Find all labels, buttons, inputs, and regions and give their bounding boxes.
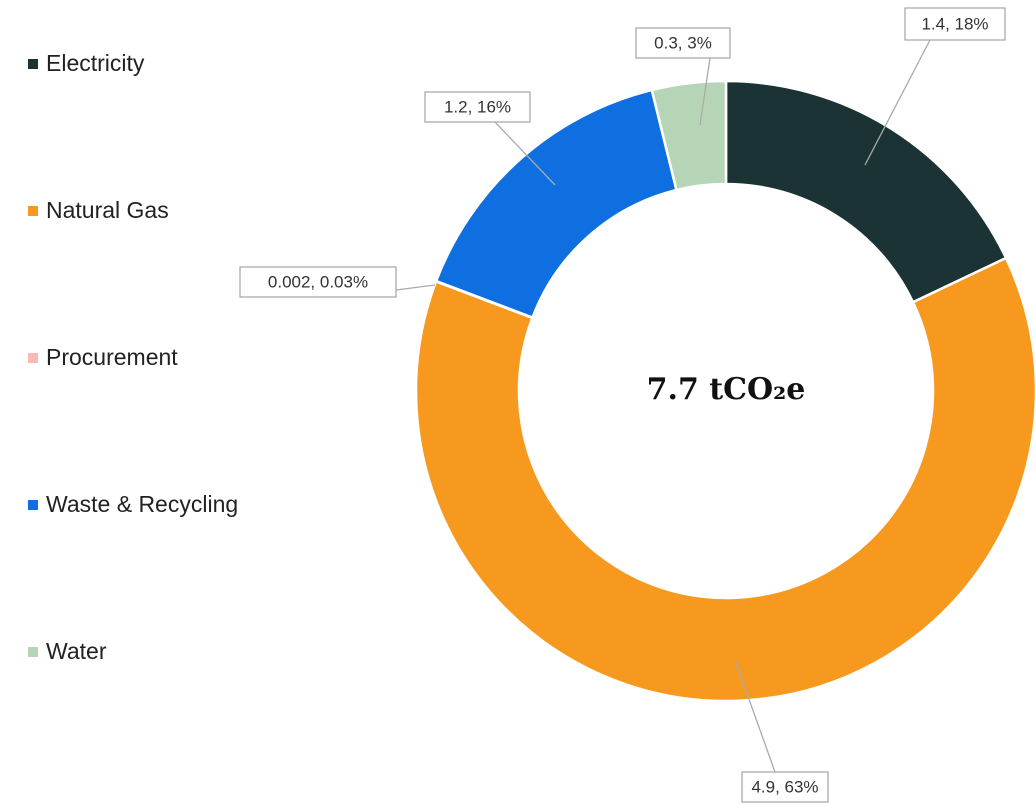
leader-line [494,121,556,186]
slice [434,88,678,320]
label-box [424,91,531,123]
legend-swatch [28,59,38,69]
center-label: 7.7 tCO₂e [647,372,806,407]
data-label: 1.2, 16% [444,97,511,116]
slice [724,79,1008,304]
label-box [239,266,397,298]
legend-swatch [28,500,38,510]
data-label: 0.3, 3% [654,33,712,52]
legend-swatch [28,353,38,363]
legend-label: Waste & Recycling [46,491,238,517]
legend-label: Electricity [46,50,145,76]
slice [650,79,728,192]
label-box [741,771,829,803]
legend-swatch [28,647,38,657]
legend-label: Natural Gas [46,197,169,223]
label-box [904,7,1006,41]
label-box [635,27,731,59]
leader-line [864,39,931,166]
leader-line [395,284,436,291]
data-label: 0.002, 0.03% [268,272,368,291]
slice [414,256,1036,703]
leader-line [699,57,711,126]
leader-line [734,659,776,773]
legend-label: Procurement [46,344,178,370]
data-label: 4.9, 63% [751,777,818,796]
data-label: 1.4, 18% [921,14,988,33]
legend-swatch [28,206,38,216]
legend-label: Water [46,638,107,664]
